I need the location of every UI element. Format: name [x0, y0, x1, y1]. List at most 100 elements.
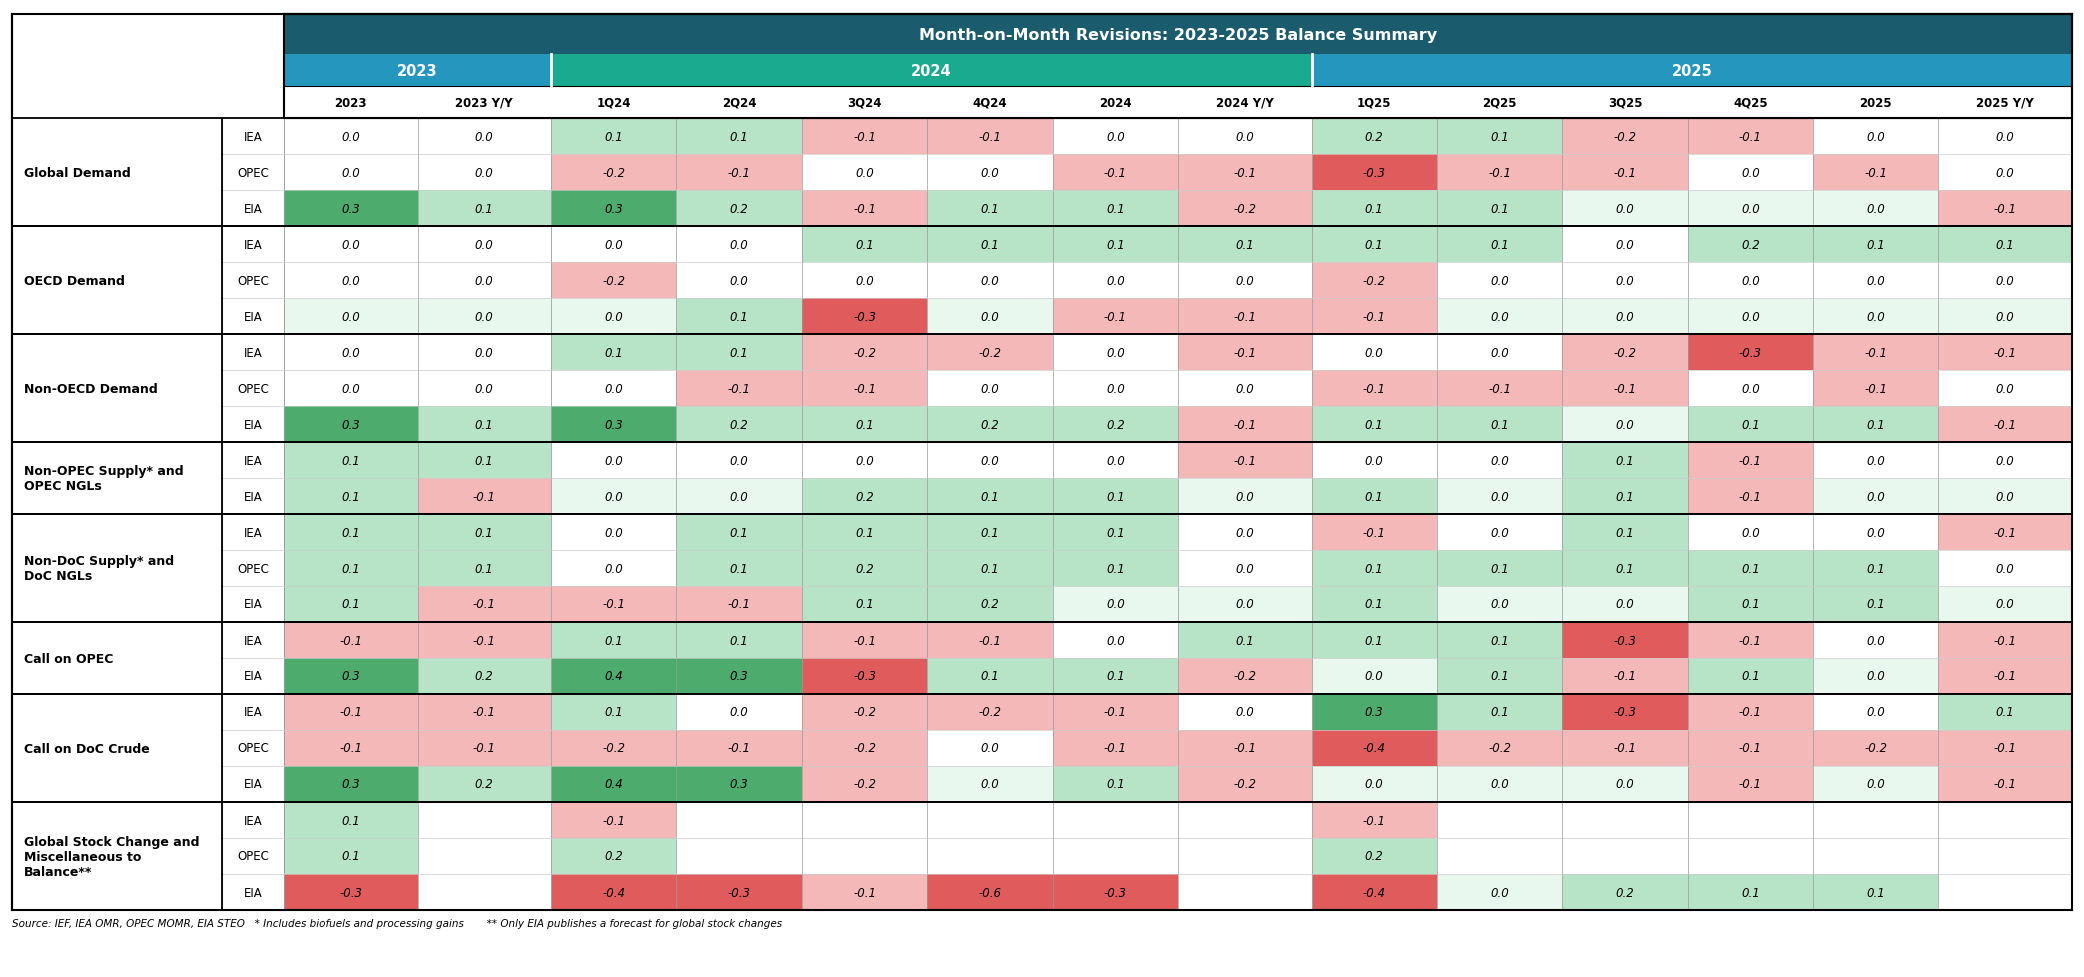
- Bar: [927, 838, 1052, 874]
- Bar: [223, 874, 283, 910]
- Bar: [1436, 406, 1563, 443]
- Text: -0.1: -0.1: [727, 742, 750, 754]
- Bar: [417, 515, 550, 550]
- Bar: [677, 191, 802, 227]
- Bar: [1436, 802, 1563, 838]
- Bar: [1688, 263, 1813, 299]
- Bar: [283, 119, 417, 154]
- Bar: [1052, 515, 1177, 550]
- Text: EIA: EIA: [244, 490, 263, 503]
- Bar: [927, 191, 1052, 227]
- Bar: [1436, 299, 1563, 335]
- Bar: [927, 515, 1052, 550]
- Text: -0.2: -0.2: [1613, 346, 1636, 360]
- Text: 0.0: 0.0: [729, 454, 748, 467]
- Text: 0.0: 0.0: [982, 778, 1000, 790]
- Text: 0.1: 0.1: [1615, 490, 1634, 503]
- Text: 0.0: 0.0: [854, 454, 873, 467]
- Bar: [1688, 802, 1813, 838]
- Bar: [550, 443, 677, 479]
- Text: OECD Demand: OECD Demand: [25, 275, 125, 287]
- Text: IEA: IEA: [244, 634, 263, 647]
- Bar: [1688, 299, 1813, 335]
- Text: 0.2: 0.2: [1365, 130, 1384, 144]
- Bar: [13, 515, 2071, 622]
- Text: EIA: EIA: [244, 778, 263, 790]
- Bar: [802, 515, 927, 550]
- Text: 0.0: 0.0: [342, 310, 361, 323]
- Text: -0.3: -0.3: [852, 310, 875, 323]
- Text: 2Q24: 2Q24: [721, 97, 756, 109]
- Bar: [1813, 263, 1938, 299]
- Text: -0.3: -0.3: [1105, 885, 1127, 899]
- Bar: [1177, 874, 1311, 910]
- Bar: [1813, 622, 1938, 658]
- Bar: [417, 586, 550, 622]
- Text: -0.2: -0.2: [852, 742, 875, 754]
- Text: 0.0: 0.0: [1490, 885, 1509, 899]
- Text: 0.1: 0.1: [604, 346, 623, 360]
- Bar: [677, 658, 802, 695]
- Bar: [550, 335, 677, 370]
- Bar: [1311, 191, 1436, 227]
- Text: 0.0: 0.0: [729, 705, 748, 719]
- Text: 0.1: 0.1: [604, 705, 623, 719]
- Bar: [1052, 766, 1177, 802]
- Text: 0.0: 0.0: [1236, 562, 1255, 574]
- Bar: [802, 119, 927, 154]
- Bar: [1177, 191, 1311, 227]
- Bar: [677, 335, 802, 370]
- Bar: [13, 119, 223, 227]
- Bar: [677, 730, 802, 766]
- Bar: [1938, 766, 2071, 802]
- Text: 0.1: 0.1: [475, 418, 494, 431]
- Text: 0.2: 0.2: [854, 490, 873, 503]
- Text: IEA: IEA: [244, 814, 263, 827]
- Text: 0.0: 0.0: [1107, 598, 1125, 611]
- Text: 0.0: 0.0: [1867, 310, 1886, 323]
- Bar: [677, 370, 802, 406]
- Bar: [802, 263, 927, 299]
- Text: -0.1: -0.1: [852, 885, 875, 899]
- Bar: [1938, 335, 2071, 370]
- Text: 0.0: 0.0: [1867, 454, 1886, 467]
- Bar: [1688, 658, 1813, 695]
- Text: 0.2: 0.2: [854, 562, 873, 574]
- Bar: [1938, 874, 2071, 910]
- Bar: [1052, 263, 1177, 299]
- Text: -0.2: -0.2: [977, 346, 1002, 360]
- Bar: [677, 515, 802, 550]
- Bar: [1052, 479, 1177, 515]
- Text: -0.1: -0.1: [473, 490, 496, 503]
- Bar: [802, 550, 927, 586]
- Bar: [223, 695, 283, 730]
- Bar: [1177, 695, 1311, 730]
- Text: -0.3: -0.3: [1613, 705, 1636, 719]
- Bar: [677, 154, 802, 191]
- Text: 0.0: 0.0: [1236, 130, 1255, 144]
- Bar: [802, 874, 927, 910]
- Text: 0.2: 0.2: [1740, 238, 1759, 251]
- Text: 2023: 2023: [398, 64, 438, 78]
- Text: 0.1: 0.1: [1107, 778, 1125, 790]
- Bar: [13, 119, 2071, 227]
- Text: 0.1: 0.1: [1996, 238, 2015, 251]
- Bar: [283, 515, 417, 550]
- Bar: [550, 766, 677, 802]
- Text: 0.1: 0.1: [1615, 526, 1634, 539]
- Bar: [1436, 191, 1563, 227]
- Text: 0.0: 0.0: [1996, 562, 2015, 574]
- Text: IEA: IEA: [244, 526, 263, 539]
- Text: 0.0: 0.0: [1996, 310, 2015, 323]
- Text: -0.1: -0.1: [852, 634, 875, 647]
- Text: Call on DoC Crude: Call on DoC Crude: [25, 742, 150, 754]
- Text: 0.1: 0.1: [342, 490, 361, 503]
- Bar: [417, 838, 550, 874]
- Bar: [1436, 515, 1563, 550]
- Bar: [802, 299, 927, 335]
- Bar: [1813, 443, 1938, 479]
- Text: -0.1: -0.1: [1738, 454, 1761, 467]
- Bar: [1563, 227, 1688, 263]
- Text: EIA: EIA: [244, 202, 263, 215]
- Text: 0.2: 0.2: [475, 670, 494, 683]
